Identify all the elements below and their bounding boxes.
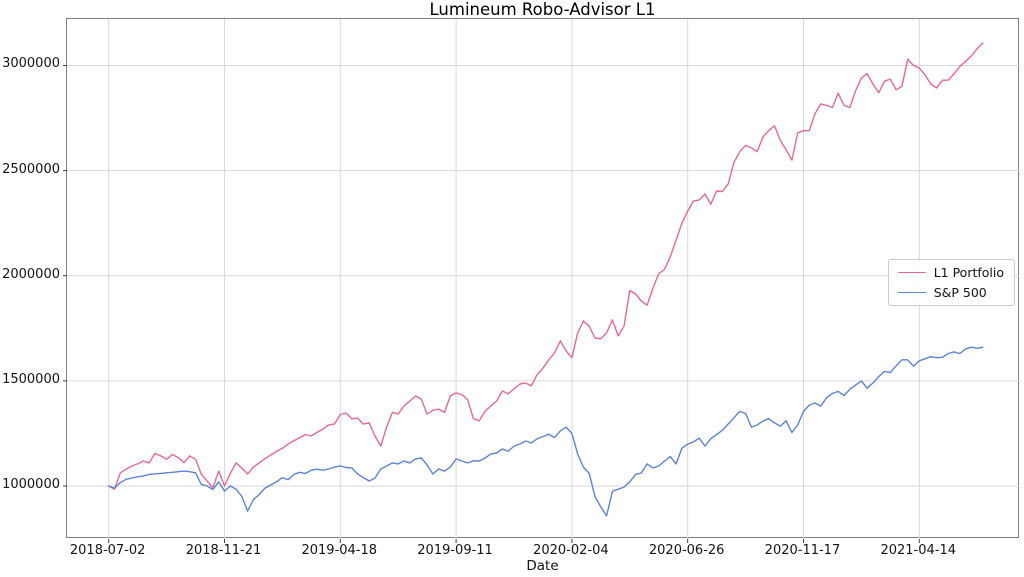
x-tick-label: 2018-11-21 — [185, 543, 262, 558]
y-tick-label: 1500000 — [2, 371, 60, 387]
x-tick-label: 2020-02-04 — [533, 543, 609, 558]
legend-line-swatch — [897, 292, 926, 293]
plot-area — [63, 18, 1020, 543]
legend: L1 Portfolio S&P 500 — [887, 259, 1015, 306]
legend-entry: L1 Portfolio — [897, 265, 1004, 280]
x-tick-label: 2019-04-18 — [301, 543, 378, 558]
y-tick-label: 1000000 — [2, 477, 60, 492]
legend-label: L1 Portfolio — [933, 265, 1004, 280]
x-tick-label: 2019-09-11 — [417, 543, 493, 558]
y-tick-label: 2500000 — [2, 161, 60, 177]
x-tick-label: 2018-07-02 — [69, 543, 146, 558]
y-tick-label: 3000000 — [2, 56, 60, 72]
x-tick-label: 2021-04-14 — [880, 543, 957, 558]
series-line-s-p-500 — [108, 346, 984, 517]
x-tick-label: 2020-06-26 — [648, 543, 725, 558]
x-tick-label: 2020-11-17 — [764, 543, 841, 558]
x-axis-label: Date — [526, 558, 559, 574]
legend-entry: S&P 500 — [897, 285, 1004, 300]
y-tick-label: 2000000 — [2, 266, 60, 282]
series-line-l1-portfolio — [108, 42, 984, 490]
legend-label: S&P 500 — [933, 285, 987, 300]
chart-title: Lumineum Robo-Advisor L1 — [429, 0, 656, 19]
plot-svg — [63, 19, 1020, 543]
legend-line-swatch — [897, 272, 926, 273]
